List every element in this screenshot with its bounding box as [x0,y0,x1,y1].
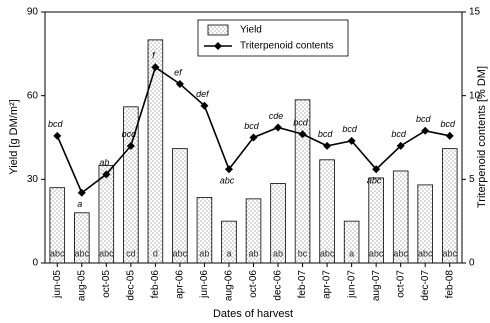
point-letter: cde [269,111,284,121]
y2-axis-label: Triterpenoid contents [% DM] [476,66,488,208]
x-tick-label: dec-06 [273,270,284,301]
bar-letter: abc [173,248,188,258]
x-tick-label: oct-07 [395,270,406,298]
marker [53,131,62,140]
y2-tick-label: 5 [469,174,475,185]
marker [77,188,86,197]
point-letter: bcd [244,121,260,131]
x-tick-label: jun-06 [199,270,210,299]
y-axis-label: Yield [g DM/m²] [8,99,20,174]
bar-letter: abc [393,248,408,258]
y-tick-label: 90 [27,7,39,18]
marker [274,123,283,132]
marker [249,133,258,142]
y2-tick-label: 0 [469,258,475,269]
marker [151,63,160,72]
bar-letter: ab [273,248,283,258]
bar-letter: a [226,248,231,258]
marker [421,126,430,135]
marker [372,165,381,174]
marker [200,101,209,110]
point-letter: f [152,51,156,61]
bar-letter: abc [99,248,114,258]
bar [147,39,164,264]
marker [396,141,405,150]
point-letter: bcd [318,129,334,139]
legend-marker [214,42,222,50]
marker [323,141,332,150]
x-tick-label: feb-08 [444,270,455,299]
bar [441,148,458,264]
marker [445,131,454,140]
point-letter: abc [220,176,235,186]
marker [347,136,356,145]
y-tick-label: 30 [27,174,39,185]
bar-letter: bc [298,248,308,258]
x-tick-label: feb-07 [297,270,308,299]
x-tick-label: aug-05 [76,270,87,302]
x-tick-label: dec-07 [420,270,431,301]
point-letter: bcd [391,129,407,139]
bar-letter: ab [199,248,209,258]
x-axis-label: Dates of harvest [213,308,293,318]
marker [224,165,233,174]
point-letter: bcd [342,124,358,134]
marker [175,79,184,88]
point-letter: def [196,89,210,99]
bar-letter: abc [50,248,65,258]
point-letter: bcd [440,119,456,129]
x-tick-label: dec-05 [125,270,136,301]
point-letter: bcd [48,119,64,129]
point-letter: bcd [293,118,309,128]
x-tick-label: feb-06 [150,270,161,299]
x-tick-label: oct-06 [248,270,259,298]
x-tick-label: jun-05 [52,270,63,299]
point-letter: ab [99,158,109,168]
bar-letter: a [349,248,354,258]
legend-label: Yield [240,25,262,36]
bar-letter: ab [248,248,258,258]
point-letter: bcd [122,129,138,139]
x-tick-label: aug-07 [371,270,382,302]
x-tick-label: apr-07 [322,270,333,299]
bar-letter: abc [442,248,457,258]
marker [102,170,111,179]
bar-letter: abc [75,248,90,258]
y-tick-label: 60 [27,90,39,101]
bar-letter: abc [369,248,384,258]
point-letter: a [77,199,82,209]
bar-letter: d [153,248,158,258]
y2-tick-label: 10 [469,90,481,101]
x-tick-label: apr-06 [175,270,186,299]
bar [172,148,188,264]
x-tick-label: jun-07 [346,270,357,299]
x-tick-label: aug-06 [224,270,235,302]
marker [298,130,307,139]
bar-letter: cd [126,248,136,258]
bar-letter: abc [320,248,335,258]
x-tick-label: oct-05 [101,270,112,298]
point-letter: abc [367,176,382,186]
legend-label: Triterpenoid contents [240,41,334,52]
point-letter: ef [174,67,183,77]
legend-swatch [207,24,229,36]
y-tick-label: 0 [32,258,38,269]
point-letter: bcd [416,114,432,124]
bar-letter: abc [418,248,433,258]
marker [126,141,135,150]
y2-tick-label: 15 [469,7,481,18]
